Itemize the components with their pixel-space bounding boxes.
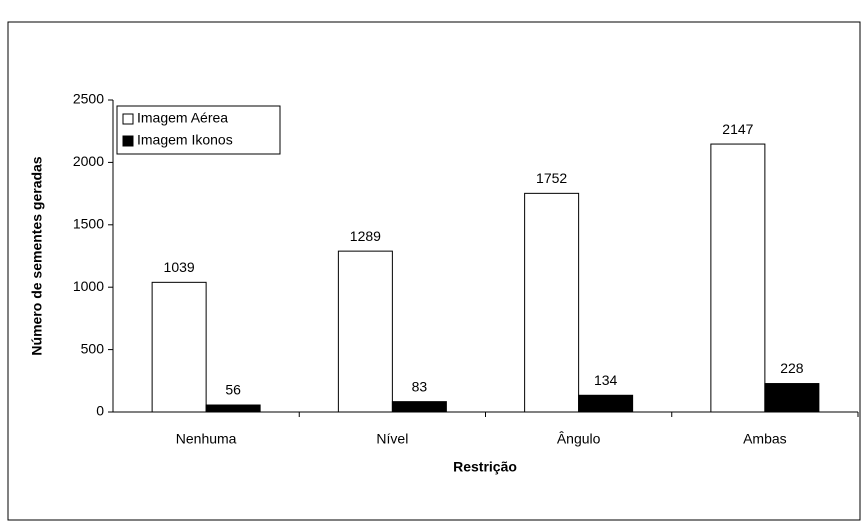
bar (205, 404, 261, 413)
x-tick-label: Ambas (743, 431, 787, 447)
bar (524, 192, 580, 413)
data-label: 1289 (350, 228, 381, 244)
y-tick-label: 500 (81, 340, 105, 356)
data-label: 1039 (164, 259, 195, 275)
y-axis-label: Número de sementes geradas (29, 156, 45, 355)
y-tick-label: 2000 (73, 153, 104, 169)
bar (391, 401, 447, 413)
bar (764, 383, 820, 413)
bar (710, 143, 766, 413)
y-tick-label: 0 (96, 403, 104, 419)
x-tick-label: Nenhuma (176, 431, 237, 447)
data-label: 228 (780, 360, 804, 376)
data-label: 1752 (536, 170, 567, 186)
legend-label: Imagem Ikonos (137, 132, 233, 148)
x-tick-label: Ângulo (557, 431, 601, 447)
legend-box (116, 105, 281, 155)
bar (151, 281, 207, 413)
legend-swatch (122, 135, 134, 147)
bar (578, 394, 634, 413)
x-axis-label: Restrição (453, 459, 517, 475)
data-label: 83 (412, 378, 428, 394)
bar (337, 250, 393, 413)
legend-label: Imagem Aérea (137, 110, 228, 126)
legend-swatch (122, 113, 134, 125)
y-tick-label: 1500 (73, 216, 104, 232)
y-tick-label: 2500 (73, 91, 104, 107)
x-tick-label: Nível (376, 431, 408, 447)
data-label: 2147 (722, 121, 753, 137)
data-label: 134 (594, 372, 618, 388)
data-label: 56 (225, 382, 241, 398)
y-tick-label: 1000 (73, 278, 104, 294)
